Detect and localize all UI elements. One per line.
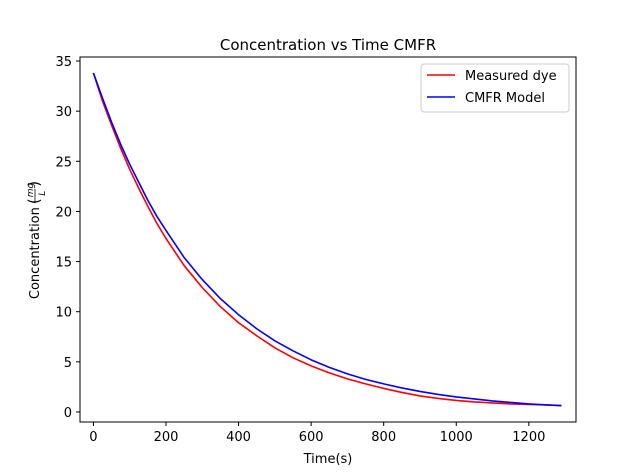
x-tick-label: 1200 (512, 430, 545, 445)
y-axis-unit-numerator: mg (26, 182, 36, 197)
y-tick-label: 35 (55, 55, 72, 70)
x-axis-ticks: 0 200 400 600 800 1000 1200 (89, 422, 545, 445)
legend-label: Measured dye (465, 69, 557, 84)
y-axis-label: Concentration (mg L) (25, 181, 48, 299)
x-tick-label: 0 (89, 430, 97, 445)
y-axis-ticks: 0 5 10 15 20 25 30 35 (55, 55, 80, 421)
y-axis-unit-open-paren: ( (25, 198, 43, 204)
y-axis-unit-denominator: L (38, 191, 48, 196)
y-axis-label-text: Concentration (28, 207, 43, 299)
y-axis-unit-close-paren: ) (25, 181, 43, 187)
x-tick-label: 1000 (440, 430, 473, 445)
x-tick-label: 600 (299, 430, 324, 445)
y-tick-label: 0 (64, 406, 72, 421)
legend-box (420, 63, 570, 113)
series-line-cmfr-model (92, 72, 562, 407)
y-tick-label: 5 (64, 356, 72, 371)
x-tick-label: 200 (154, 430, 179, 445)
y-tick-label: 10 (55, 306, 72, 321)
legend: Measured dye CMFR Model (420, 63, 570, 113)
y-tick-label: 20 (55, 205, 72, 220)
y-tick-label: 30 (55, 105, 72, 120)
legend-label: CMFR Model (465, 91, 545, 106)
series-line-measured-dye (92, 72, 562, 407)
y-tick-label: 25 (55, 155, 72, 170)
x-axis-label: Time(s) (303, 452, 353, 467)
y-axis-label-group: Concentration (mg L) (25, 181, 48, 299)
series-lines (92, 72, 562, 407)
plot-frame (79, 56, 577, 423)
y-tick-label: 15 (55, 256, 72, 271)
chart-title: Concentration vs Time CMFR (220, 36, 436, 54)
x-tick-label: 400 (226, 430, 251, 445)
x-tick-label: 800 (371, 430, 396, 445)
